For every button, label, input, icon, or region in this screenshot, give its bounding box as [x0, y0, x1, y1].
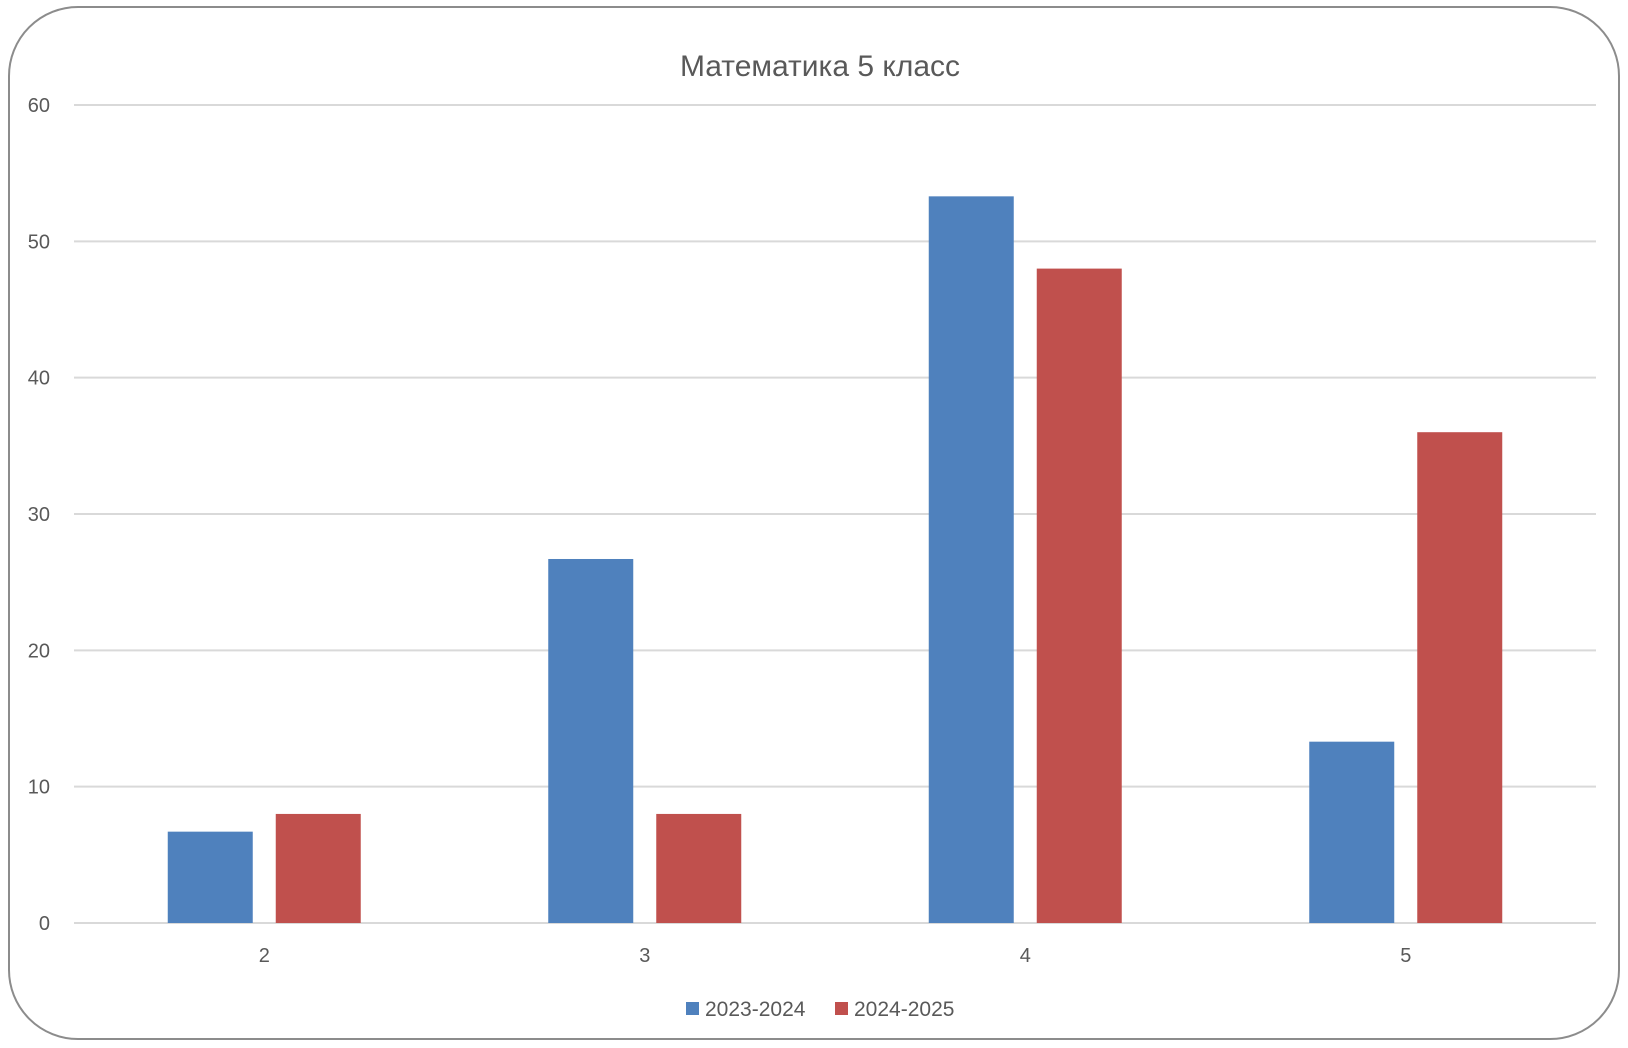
- y-tick-label: 10: [28, 777, 50, 799]
- y-tick-label: 30: [28, 504, 50, 526]
- x-axis-ticks: 2 3 4 5: [259, 945, 1412, 967]
- bar-2023-2024-3: [548, 558, 634, 923]
- bar-2023-2024-2: [167, 831, 253, 923]
- y-tick-label: 60: [28, 95, 50, 117]
- chart-title: Математика 5 класс: [680, 50, 960, 83]
- y-tick-label: 50: [28, 231, 50, 253]
- bar-2023-2024-5: [1309, 741, 1395, 923]
- bar-2024-2025-2: [275, 813, 361, 923]
- y-tick-label: 0: [39, 913, 50, 935]
- bar-2024-2025-4: [1036, 268, 1122, 924]
- bar-2024-2025-5: [1417, 432, 1503, 923]
- bars: [167, 196, 1503, 924]
- y-tick-label: 40: [28, 368, 50, 390]
- legend-label: 2024-2025: [854, 998, 954, 1021]
- x-tick-label: 5: [1400, 945, 1411, 967]
- legend-swatch-2023-2024: [686, 1002, 699, 1015]
- x-tick-label: 2: [259, 945, 270, 967]
- legend: 2023-2024 2024-2025: [686, 998, 954, 1021]
- y-tick-label: 20: [28, 640, 50, 662]
- legend-swatch-2024-2025: [835, 1002, 848, 1015]
- x-tick-label: 4: [1020, 945, 1031, 967]
- bar-2023-2024-4: [928, 196, 1014, 924]
- x-tick-label: 3: [639, 945, 650, 967]
- y-axis-ticks: 0 10 20 30 40 50 60: [28, 95, 50, 935]
- legend-label: 2023-2024: [705, 998, 806, 1021]
- bar-2024-2025-3: [656, 813, 742, 923]
